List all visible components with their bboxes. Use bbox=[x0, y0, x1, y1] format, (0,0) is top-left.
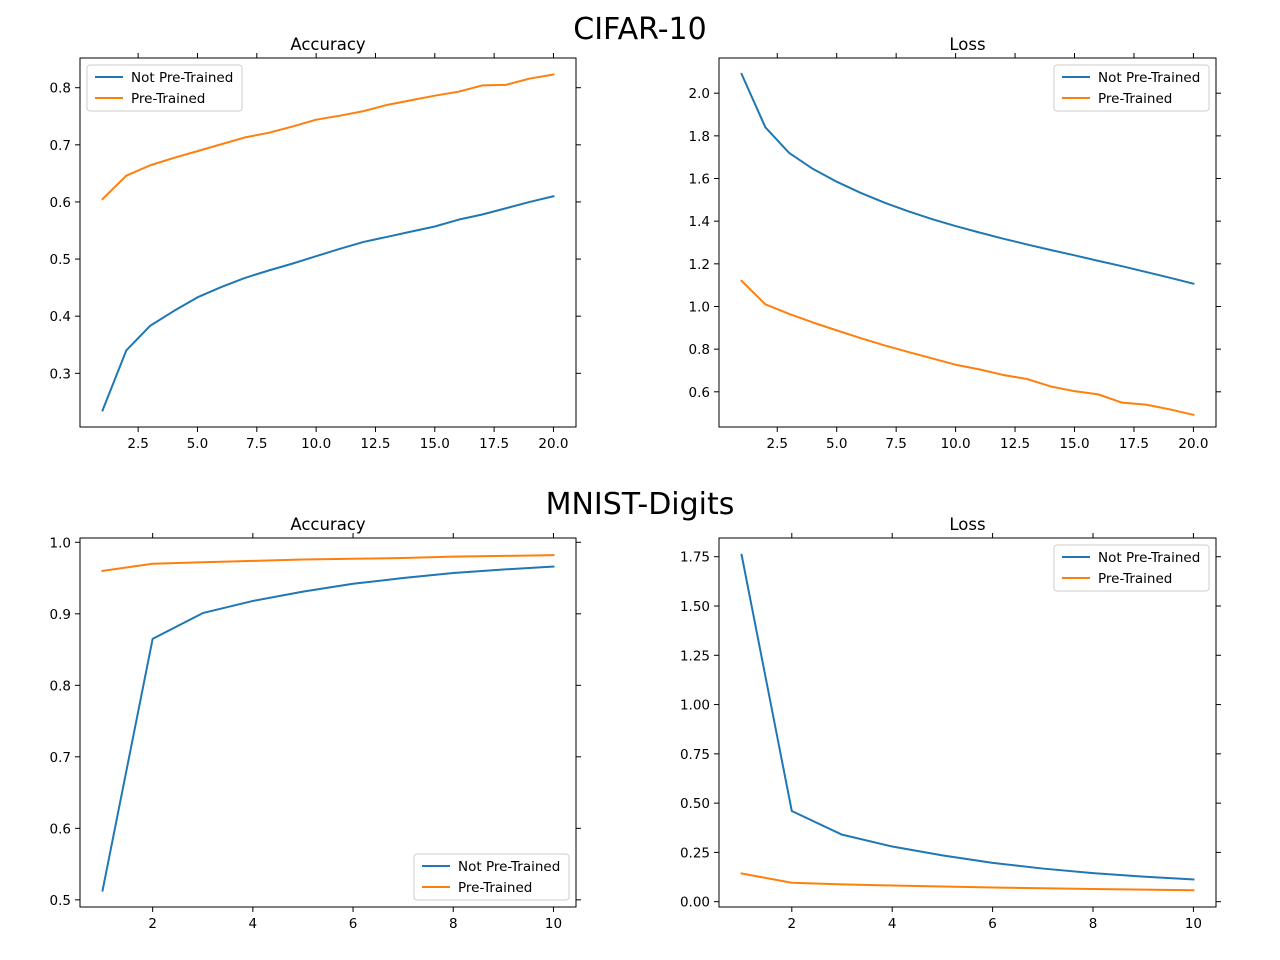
y-tick-label: 0.8 bbox=[50, 81, 71, 97]
x-tick-label: 8 bbox=[1089, 916, 1098, 932]
series-line-not-pretrained bbox=[101, 195, 555, 412]
y-tick-label: 1.75 bbox=[680, 550, 710, 566]
legend-label: Pre-Trained bbox=[1098, 91, 1172, 107]
legend: Not Pre-Trained Pre-Trained bbox=[1053, 544, 1210, 592]
x-tick-label: 10 bbox=[1185, 916, 1202, 932]
x-tick-label: 10 bbox=[545, 916, 562, 932]
y-tick-label: 0.5 bbox=[50, 893, 71, 909]
legend: Not Pre-Trained Pre-Trained bbox=[1053, 64, 1210, 112]
subplot-title: Loss bbox=[949, 35, 985, 54]
x-tick-label: 12.5 bbox=[360, 436, 390, 452]
y-tick-label: 1.0 bbox=[50, 535, 71, 551]
x-tick-label: 2.5 bbox=[767, 436, 788, 452]
x-tick-label: 2 bbox=[148, 916, 157, 932]
x-tick-label: 2.5 bbox=[127, 436, 148, 452]
plot-frame bbox=[718, 537, 1217, 908]
y-tick-label: 0.5 bbox=[50, 252, 71, 268]
series-line-pretrained bbox=[101, 554, 555, 573]
x-tick-label: 7.5 bbox=[246, 436, 267, 452]
x-tick-label: 12.5 bbox=[1000, 436, 1030, 452]
y-tick-label: 1.50 bbox=[680, 599, 710, 615]
legend-label: Pre-Trained bbox=[131, 91, 205, 107]
legend-label: Not Pre-Trained bbox=[458, 859, 560, 875]
subplot-grid: Accuracy 2.5 5.0 7.5 10.0 12.5 15.0 17.5 20.0 0.3… bbox=[50, 35, 1221, 932]
y-tick-label: 1.4 bbox=[689, 214, 710, 230]
x-tick-label: 17.5 bbox=[479, 436, 509, 452]
x-tick-label: 5.0 bbox=[826, 436, 847, 452]
y-tick-label: 0.6 bbox=[50, 195, 71, 211]
y-tick-label: 2.0 bbox=[689, 86, 710, 102]
legend-label: Pre-Trained bbox=[458, 880, 532, 896]
y-tick-label: 1.25 bbox=[680, 648, 710, 664]
plot-frame bbox=[79, 57, 577, 428]
x-tick-label: 6 bbox=[988, 916, 997, 932]
x-tick-label: 7.5 bbox=[885, 436, 906, 452]
plot-frame bbox=[718, 57, 1217, 428]
y-tick-label: 0.3 bbox=[50, 366, 71, 382]
y-tick-label: 0.8 bbox=[50, 678, 71, 694]
y-tick-label: 0.7 bbox=[50, 138, 71, 154]
series-line-not-pretrained bbox=[101, 565, 555, 892]
legend: Not Pre-Trained Pre-Trained bbox=[413, 853, 570, 901]
y-tick-label: 0.6 bbox=[50, 821, 71, 837]
x-tick-label: 4 bbox=[249, 916, 258, 932]
x-tick-label: 5.0 bbox=[187, 436, 208, 452]
subplot-title: Loss bbox=[949, 515, 985, 534]
series-line-not-pretrained bbox=[740, 553, 1195, 881]
row-title-cifar10: CIFAR-10 bbox=[573, 12, 706, 47]
y-tick-label: 0.75 bbox=[680, 747, 710, 763]
y-tick-label: 1.0 bbox=[689, 299, 710, 315]
legend-label: Not Pre-Trained bbox=[131, 70, 233, 86]
y-tick-label: 0.8 bbox=[689, 342, 710, 358]
subplot-1: Accuracy 2.5 5.0 7.5 10.0 12.5 15.0 17.5 20.0 0.3… bbox=[50, 35, 581, 452]
y-tick-label: 1.8 bbox=[689, 129, 710, 145]
y-tick-label: 0.00 bbox=[680, 895, 710, 911]
y-tick-label: 0.9 bbox=[50, 607, 71, 623]
legend-label: Not Pre-Trained bbox=[1098, 70, 1200, 86]
subplot-3: Accuracy 2 4 6 8 10 0.5 0.6 0.7 0.8 0.9 1.0 Not Pre-… bbox=[50, 515, 581, 932]
x-tick-label: 15.0 bbox=[420, 436, 450, 452]
legend-box bbox=[1053, 64, 1210, 112]
subplot-2: Loss 2.5 5.0 7.5 10.0 12.5 15.0 17.5 20.0 0.6 0.8 1… bbox=[689, 35, 1221, 452]
legend-label: Not Pre-Trained bbox=[1098, 550, 1200, 566]
x-tick-label: 8 bbox=[449, 916, 458, 932]
y-tick-label: 0.4 bbox=[50, 309, 71, 325]
y-tick-label: 0.7 bbox=[50, 750, 71, 766]
y-tick-label: 1.2 bbox=[689, 257, 710, 273]
legend-box bbox=[413, 853, 570, 901]
y-tick-label: 0.25 bbox=[680, 845, 710, 861]
legend: Not Pre-Trained Pre-Trained bbox=[86, 64, 243, 112]
x-tick-label: 6 bbox=[349, 916, 358, 932]
x-tick-label: 4 bbox=[888, 916, 897, 932]
series-line-pretrained bbox=[101, 73, 555, 201]
subplot-title: Accuracy bbox=[290, 515, 366, 534]
subplot-title: Accuracy bbox=[290, 35, 366, 54]
x-tick-label: 17.5 bbox=[1119, 436, 1149, 452]
legend-label: Pre-Trained bbox=[1098, 571, 1172, 587]
y-tick-label: 1.00 bbox=[680, 698, 710, 714]
x-tick-label: 2 bbox=[787, 916, 796, 932]
series-line-not-pretrained bbox=[740, 72, 1195, 285]
series-line-pretrained bbox=[740, 872, 1195, 892]
row-title-mnist: MNIST-Digits bbox=[546, 487, 735, 522]
y-tick-label: 0.50 bbox=[680, 796, 710, 812]
subplot-4: Loss 2 4 6 8 10 0.00 0.25 0.50 0.75 1.00 1.25 1.50 1.… bbox=[680, 515, 1221, 932]
x-tick-label: 20.0 bbox=[1178, 436, 1208, 452]
x-tick-label: 15.0 bbox=[1059, 436, 1089, 452]
x-tick-label: 10.0 bbox=[941, 436, 971, 452]
plot-frame bbox=[79, 537, 577, 908]
series-line-pretrained bbox=[740, 279, 1195, 417]
legend-box bbox=[1053, 544, 1210, 592]
y-tick-label: 0.6 bbox=[689, 385, 710, 401]
x-tick-label: 20.0 bbox=[538, 436, 568, 452]
x-tick-label: 10.0 bbox=[301, 436, 331, 452]
legend-box bbox=[86, 64, 243, 112]
y-tick-label: 1.6 bbox=[689, 172, 710, 188]
